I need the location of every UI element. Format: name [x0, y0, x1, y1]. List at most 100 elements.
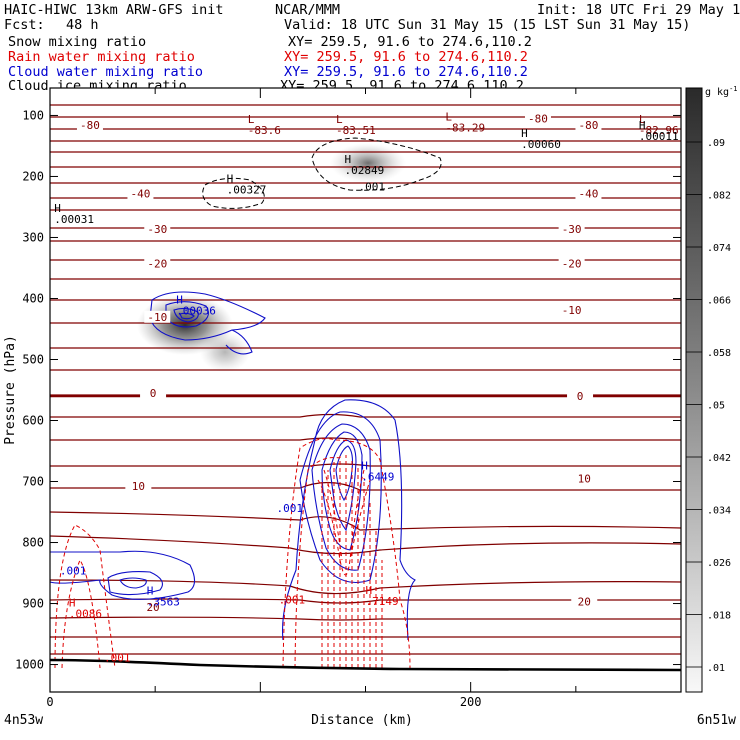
isotherm-label: -40 — [131, 188, 151, 201]
chart-title: HAIC-HIWC 13km ARW-GFS init — [4, 2, 224, 18]
terrain-surface — [49, 658, 682, 672]
extremum-marker: L — [248, 113, 255, 126]
extremum-value: .6449 — [361, 470, 394, 483]
isotherm-label: 0 — [150, 387, 157, 400]
colorbar-units-exponent: -1 — [729, 85, 737, 93]
valid-time: Valid: 18 UTC Sun 31 May 15 (15 LST Sun … — [284, 17, 691, 33]
extremum-value: .00327 — [227, 184, 267, 197]
contour-value-label: .001 — [277, 502, 304, 515]
extremum-marker: H — [227, 173, 234, 186]
contour-value-label: .001 — [60, 564, 87, 577]
isotherm-label-bg — [571, 595, 598, 608]
contour-value-label: .001 — [359, 180, 386, 193]
extremum-value: .00011 — [639, 130, 679, 143]
extremum-marker: H — [361, 459, 368, 472]
isotherm-label-bg — [571, 472, 598, 485]
isotherm-label-bg — [144, 257, 171, 270]
contour-value-labels: .001 .001 .001 .001 .001 — [60, 180, 385, 664]
extremum-marker: H — [147, 584, 154, 597]
extremum-value: -83.51 — [336, 124, 376, 137]
isotherm-label: -30 — [562, 223, 582, 236]
y-tick-label: 300 — [22, 230, 44, 244]
isotherm-labels: -80 -80 -80 -40 -40 -30 -30 -20 -20 -10 -10 0 0 10 10 2… — [76, 112, 602, 614]
y-tick-label: 600 — [22, 414, 44, 428]
colorbar-label: .026 — [707, 558, 731, 569]
colorbar-ticks: .09 .082 .074 .066 .058 .05 .042 .034 .026 .018 .0… — [686, 138, 731, 674]
start-point-label: 4n53w — [4, 713, 43, 728]
isotherm-label: 10 — [578, 472, 591, 485]
extremum-marker: L — [639, 113, 646, 126]
colorbar-gradient — [685, 87, 703, 693]
x-tick-label: 200 — [460, 695, 482, 709]
y-axis-title: Pressure (hPa) — [3, 335, 18, 445]
x-tick-label: 0 — [46, 695, 53, 709]
y-tick-label: 100 — [22, 108, 44, 122]
extremum-marker: H — [344, 153, 351, 166]
isotherm-label-bg — [575, 187, 602, 200]
forecast-hour: 48 h — [66, 17, 99, 33]
extremum-marker: H — [366, 584, 373, 597]
field-xy-cloud-water: XY= 259.5, 91.6 to 274.6,110.2 — [284, 64, 528, 80]
isotherm-label-bg — [558, 222, 585, 235]
isotherm-label: -80 — [528, 113, 548, 126]
isotherm-label: 10 — [132, 480, 145, 493]
snow-ice-contours — [202, 137, 442, 209]
extremum-value: .7149 — [366, 595, 399, 608]
isotherm-label: -80 — [80, 119, 100, 132]
colorbar-units: g kg-1 — [705, 85, 738, 98]
colorbar: .09 .082 .074 .066 .058 .05 .042 .034 .026 .018 .0… — [685, 85, 738, 693]
colorbar-label: .034 — [707, 506, 731, 517]
extremum-value: .0086 — [69, 608, 102, 621]
extremum-value: .3563 — [147, 595, 180, 608]
isotherm-label: -10 — [147, 311, 167, 324]
colorbar-label: .066 — [707, 296, 731, 307]
field-xy-rain: XY= 259.5, 91.6 to 274.6,110.2 — [284, 49, 528, 65]
field-xy-snow: XY= 259.5, 91.6 to 274.6,110.2 — [288, 34, 532, 50]
extremum-value: .00036 — [176, 304, 216, 317]
extremum-value: .00060 — [521, 138, 561, 151]
field-name-cloud-water: Cloud water mixing ratio — [8, 64, 204, 80]
isotherm-label: -40 — [579, 188, 599, 201]
isotherm-label-bg — [140, 601, 167, 614]
isotherm-label: -10 — [562, 304, 582, 317]
extremum-marker: H — [521, 127, 528, 140]
isotherm-label-bg — [127, 187, 154, 200]
y-tick-label: 200 — [22, 169, 44, 183]
isotherm-label: -80 — [579, 119, 599, 132]
isotherm-label: -20 — [147, 258, 167, 271]
isotherm-label-bg — [558, 304, 585, 317]
isotherm-label-bg — [524, 112, 551, 125]
isotherm-label-bg — [575, 119, 602, 132]
forecast-label: Fcst: — [4, 17, 45, 33]
colorbar-label: .082 — [707, 191, 731, 202]
extremum-marker: H — [176, 293, 183, 306]
colorbar-label: .042 — [707, 453, 731, 464]
end-point-label: 6n51w — [697, 713, 736, 728]
isotherm-label-bg — [567, 390, 594, 403]
colorbar-label: .018 — [707, 611, 731, 622]
x-axis-title: Distance (km) — [311, 713, 413, 728]
isotherm-label-bg — [125, 479, 152, 492]
colorbar-label: .01 — [707, 663, 725, 674]
field-name-rain: Rain water mixing ratio — [8, 49, 195, 65]
extremum-marker: H — [54, 202, 61, 215]
y-tick-label: 700 — [22, 475, 44, 489]
extremum-marker: H — [639, 119, 646, 132]
cloud-ice-shading-tail — [200, 332, 250, 372]
y-tick-label: 800 — [22, 536, 44, 550]
y-tick-label: 1000 — [15, 658, 44, 672]
y-tick-label: 400 — [22, 291, 44, 305]
isotherm-label: -30 — [147, 223, 167, 236]
extremum-value: -83.6 — [248, 124, 281, 137]
contour-value-label: .001 — [279, 594, 306, 607]
extremum-marker: L — [445, 110, 452, 123]
colorbar-label: .09 — [707, 138, 725, 149]
y-tick-label: 900 — [22, 597, 44, 611]
rain-water-contours — [54, 438, 411, 669]
isotherm-label: -20 — [562, 258, 582, 271]
extremum-value: -82.96 — [639, 124, 679, 137]
isotherm-label: 0 — [577, 390, 584, 403]
extremum-marker: L — [336, 113, 343, 126]
isotherm-label-bg — [76, 119, 103, 132]
